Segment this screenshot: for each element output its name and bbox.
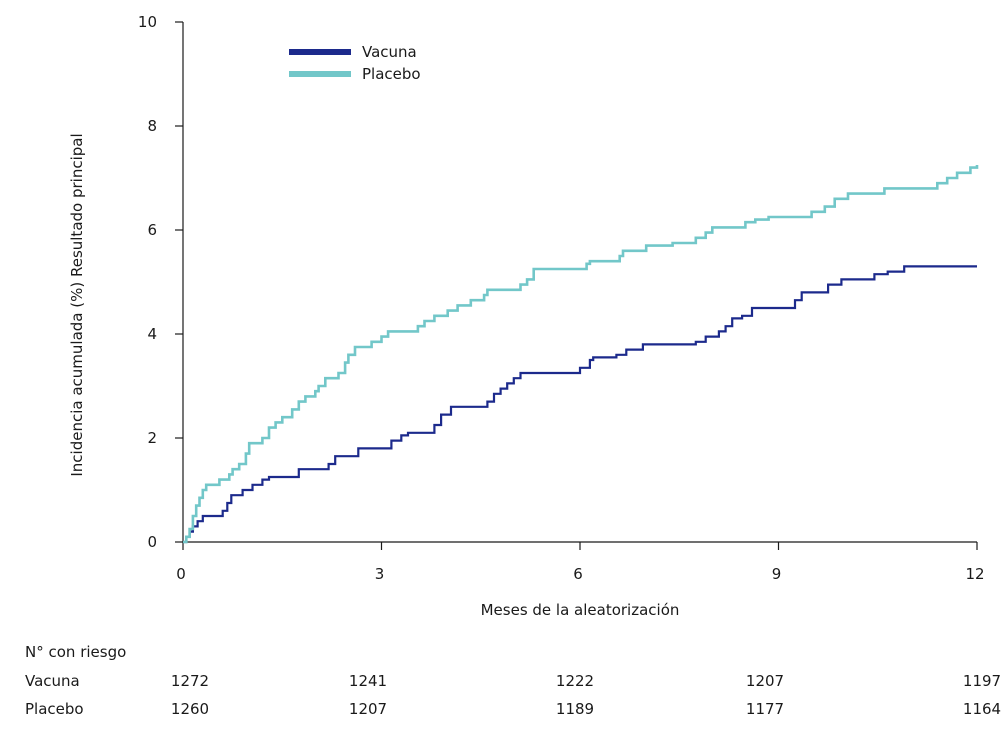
y-tick-label: 8 bbox=[147, 117, 157, 135]
y-tick-label: 6 bbox=[147, 221, 157, 239]
y-tick-label: 2 bbox=[147, 429, 157, 447]
risk-row-label: Placebo bbox=[25, 700, 84, 718]
risk-cell: 1177 bbox=[746, 700, 784, 718]
x-axis-title: Meses de la aleatorización bbox=[481, 601, 680, 619]
legend-label-placebo: Placebo bbox=[362, 65, 421, 83]
x-tick-label: 0 bbox=[176, 565, 186, 583]
series-line-placebo bbox=[183, 165, 979, 544]
risk-row-label: Vacuna bbox=[25, 672, 80, 690]
risk-cell: 1222 bbox=[556, 672, 594, 690]
risk-cell: 1189 bbox=[556, 700, 594, 718]
series-layer bbox=[183, 165, 979, 544]
risk-cell: 1164 bbox=[963, 700, 1001, 718]
series-line-vacuna bbox=[183, 265, 977, 544]
y-tick-label: 10 bbox=[138, 13, 157, 31]
risk-cell: 1272 bbox=[171, 672, 209, 690]
axes-group: 0 2 4 6 8 10 0 3 6 9 12 Meses de la aleatorización I… bbox=[68, 13, 985, 619]
y-tick-label: 0 bbox=[147, 533, 157, 551]
risk-table-title: N° con riesgo bbox=[25, 643, 126, 661]
risk-cell: 1241 bbox=[349, 672, 387, 690]
x-tick-label: 6 bbox=[573, 565, 583, 583]
legend-label-vacuna: Vacuna bbox=[362, 43, 417, 61]
legend: Vacuna Placebo bbox=[289, 43, 421, 83]
y-tick-label: 4 bbox=[147, 325, 157, 343]
x-tick-label: 3 bbox=[375, 565, 385, 583]
risk-cell: 1260 bbox=[171, 700, 209, 718]
x-tick-label: 9 bbox=[772, 565, 782, 583]
y-axis-title: Incidencia acumulada (%) Resultado princ… bbox=[68, 133, 86, 476]
risk-cell: 1197 bbox=[963, 672, 1001, 690]
risk-cell: 1207 bbox=[349, 700, 387, 718]
x-tick-label: 12 bbox=[965, 565, 984, 583]
risk-cell: 1207 bbox=[746, 672, 784, 690]
risk-table: N° con riesgo Vacuna 1272 1241 1222 1207 1197 P… bbox=[25, 643, 1001, 718]
